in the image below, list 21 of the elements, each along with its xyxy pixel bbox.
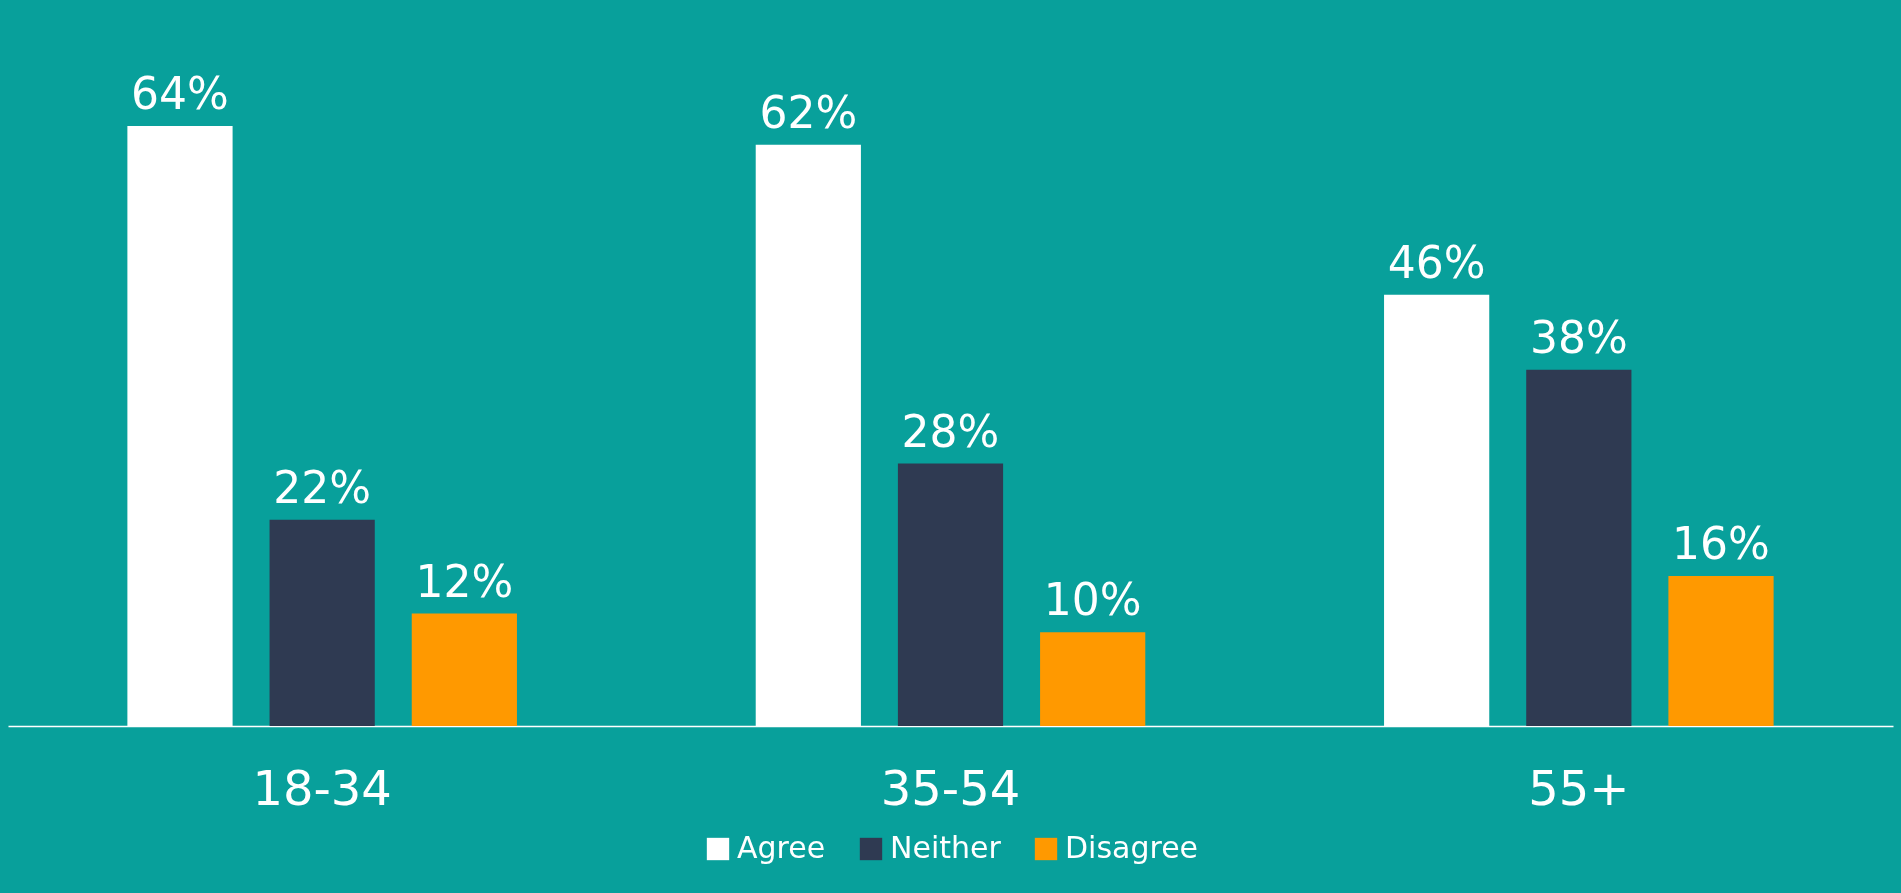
x-tick-label: 18-34 (252, 759, 392, 816)
bar (1040, 632, 1146, 726)
x-tick-label: 55+ (1528, 759, 1630, 816)
data-label: 22% (273, 461, 372, 513)
x-tick-label: 35-54 (880, 759, 1021, 816)
data-label: 64% (131, 68, 229, 119)
data-label: 46% (1387, 236, 1486, 288)
bar (1526, 369, 1632, 726)
data-label: 10% (1043, 574, 1142, 626)
bar (411, 613, 517, 726)
data-label: 62% (759, 86, 858, 138)
legend-label: Neither (890, 830, 1002, 865)
bar (897, 463, 1004, 726)
bar (269, 519, 375, 726)
legend-label: Agree (737, 830, 826, 865)
legend-label: Disagree (1065, 830, 1199, 865)
data-label: 28% (901, 405, 1000, 457)
data-label: 38% (1529, 311, 1628, 363)
bar (1668, 576, 1774, 726)
data-label: 12% (415, 555, 514, 607)
data-label: 16% (1672, 518, 1770, 569)
